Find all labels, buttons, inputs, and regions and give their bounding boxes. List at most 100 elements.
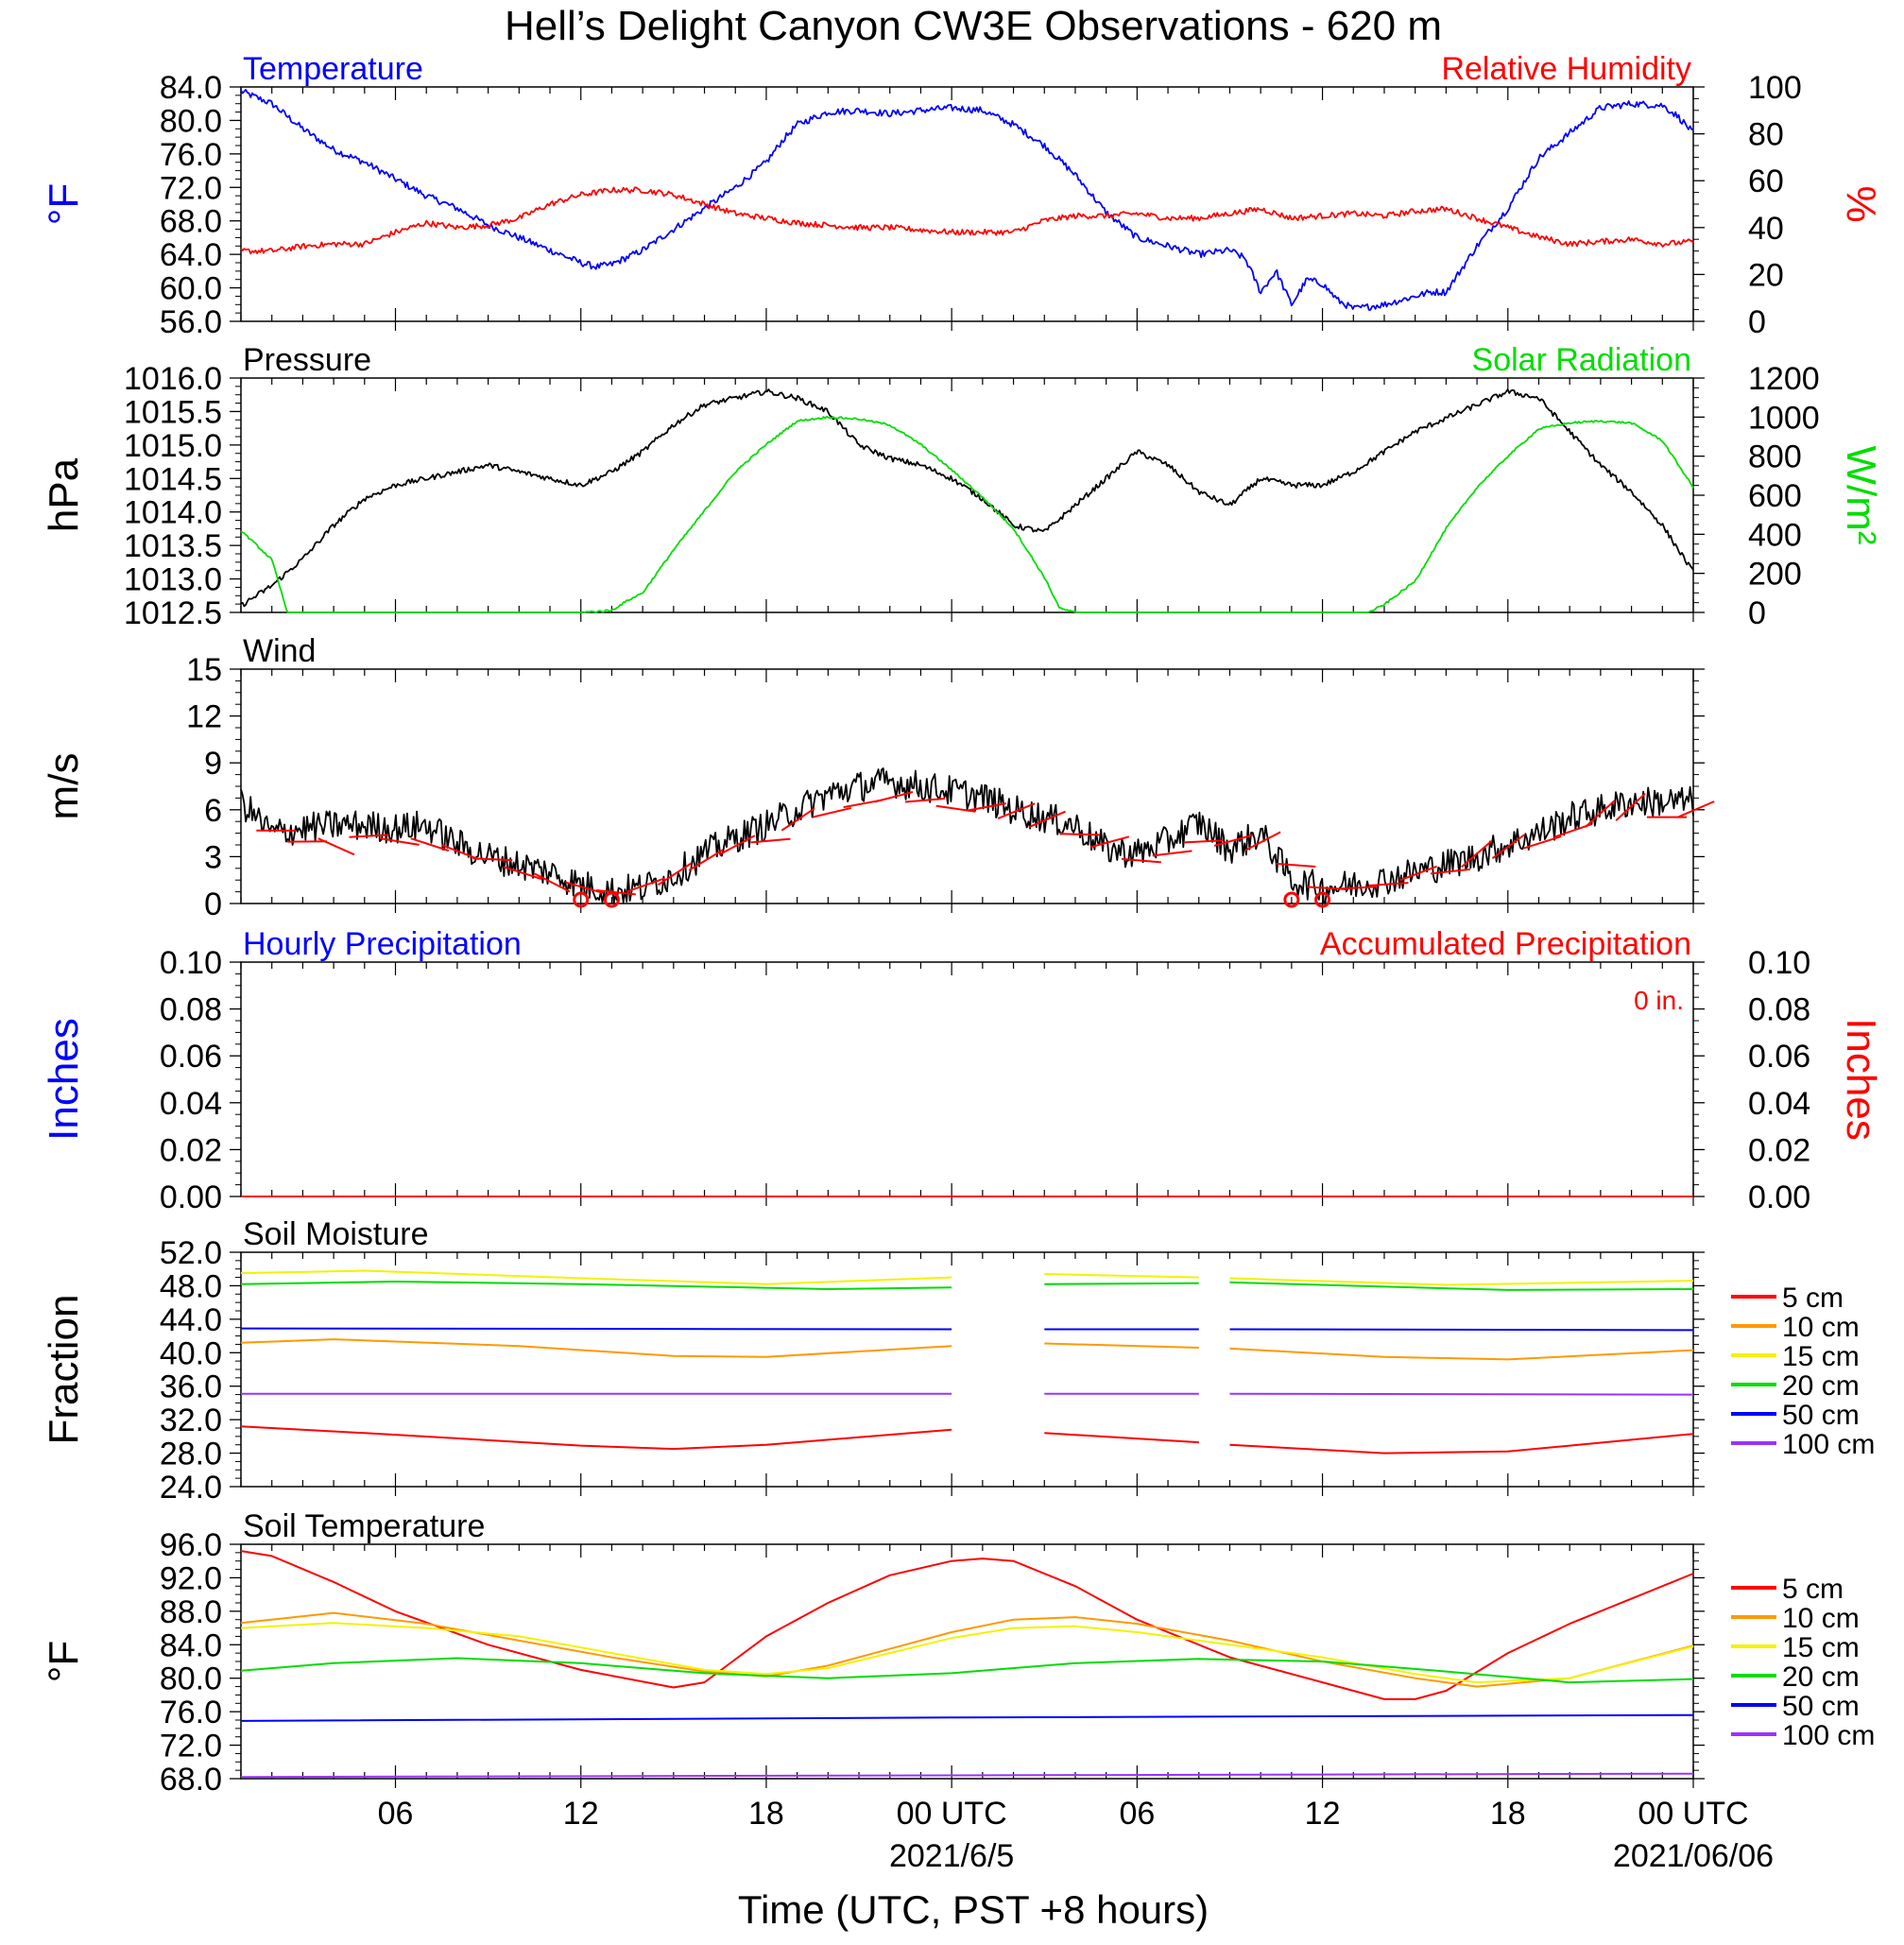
wind-barb <box>997 802 1036 819</box>
y-tick-label-left: 0 <box>204 886 222 922</box>
wind-barb <box>441 844 480 861</box>
y-tick-label-left: 1012.5 <box>124 595 222 631</box>
panel-title-right: Solar Radiation <box>1472 342 1691 378</box>
series-line-10-cm <box>240 1338 1694 1361</box>
wind-barb <box>905 798 946 803</box>
plot-frame <box>240 961 1694 1197</box>
y-tick-label-left: 44.0 <box>160 1302 222 1338</box>
y-tick-label-left: 0.10 <box>160 945 222 981</box>
panel-soil_temperature: 68.072.076.080.084.088.092.096.0 Soil Tem… <box>41 1508 1705 1798</box>
wind-barb <box>1090 835 1130 849</box>
wind-barb <box>1059 833 1100 836</box>
panel-title-left: Soil Temperature <box>243 1508 485 1544</box>
wind-barb <box>1028 810 1066 829</box>
wind-barb <box>967 802 1006 812</box>
wind-barb <box>1368 882 1409 887</box>
panel-temp_rh: 56.060.064.068.072.076.080.084.0 0 20 40 60 8… <box>41 51 1884 340</box>
wind-barb <box>657 862 693 886</box>
wind-barb <box>874 791 914 803</box>
y-tick-label-right: 1200 <box>1748 361 1820 397</box>
wind-barb <box>1244 831 1281 852</box>
series-line-solar-radiation <box>240 415 1694 613</box>
y-tick-label-left: 96.0 <box>160 1527 222 1563</box>
y-tick-label-right: 20 <box>1748 257 1784 293</box>
y-tick-label-right: 40 <box>1748 211 1784 247</box>
y-tick-label-left: 6 <box>204 793 222 829</box>
y-tick-label-left: 60.0 <box>160 271 222 307</box>
legend-entry: 15 cm <box>1782 1341 1860 1372</box>
y-tick-label-right: 80 <box>1748 117 1784 153</box>
accum-annotation: 0 in. <box>1634 986 1684 1015</box>
wind-barb <box>410 837 450 852</box>
y-tick-label-right: 800 <box>1748 439 1802 475</box>
y-tick-label-left: 0.04 <box>160 1086 222 1122</box>
x-date-label: 2021/6/5 <box>889 1838 1014 1874</box>
y-axis-label-right: W/m² <box>1838 445 1884 544</box>
series-line-20-cm <box>240 1657 1694 1684</box>
legend-entry: 20 cm <box>1782 1661 1860 1693</box>
y-axis-label-left: Fraction <box>41 1295 87 1445</box>
panel-title-left: Soil Moisture <box>243 1216 429 1252</box>
y-tick-label-left: 68.0 <box>160 1762 222 1798</box>
y-tick-label-left: 0.02 <box>160 1132 222 1168</box>
legend-entry: 10 cm <box>1782 1312 1860 1343</box>
y-tick-label-left: 88.0 <box>160 1594 222 1630</box>
panel-precip: 0.00 0.02 0.04 0.06 0.08 0.10 0.00 0.02 0.04 0.06… <box>41 926 1884 1215</box>
legend-entry: 5 cm <box>1782 1574 1844 1605</box>
wind-barb <box>534 872 571 893</box>
x-tick-label: 00 UTC <box>897 1796 1007 1832</box>
legend-entry: 5 cm <box>1782 1282 1844 1314</box>
y-tick-label-right: 0.06 <box>1748 1039 1810 1075</box>
wind-barb <box>780 807 815 832</box>
x-tick-label: 12 <box>563 1796 599 1832</box>
panel-soil_moisture: 24.028.032.036.040.044.048.052.0 Soil Moi… <box>41 1216 1705 1506</box>
y-tick-label-left: 0.06 <box>160 1039 222 1075</box>
panel-title-left: Wind <box>243 633 316 669</box>
y-tick-label-left: 80.0 <box>160 103 222 139</box>
legend-entry: 100 cm <box>1782 1720 1875 1751</box>
panel-wind: 0 3 6 9 12 15 Wind m/s <box>41 633 1715 922</box>
series-line-relative-humidity <box>240 186 1694 255</box>
y-tick-label-left: 15 <box>186 652 222 688</box>
y-tick-label-left: 1015.5 <box>124 394 222 430</box>
wind-barb <box>1491 834 1525 860</box>
y-tick-label-left: 9 <box>204 746 222 782</box>
y-tick-label-right: 0.08 <box>1748 992 1810 1028</box>
plot-frame <box>240 377 1694 613</box>
y-tick-label-left: 0.00 <box>160 1179 222 1215</box>
y-tick-label-left: 12 <box>186 699 222 735</box>
legend-entry: 50 cm <box>1782 1691 1860 1722</box>
series-line-100-cm <box>240 1772 1694 1779</box>
y-tick-label-right: 200 <box>1748 557 1802 593</box>
wind-barb <box>1522 835 1562 850</box>
wind-barb <box>1152 850 1192 857</box>
calm-wind-marker <box>1283 891 1300 908</box>
x-tick-label: 00 UTC <box>1638 1796 1748 1832</box>
wind-barb <box>750 837 791 844</box>
legend-entry: 10 cm <box>1782 1603 1860 1634</box>
y-tick-label-left: 0.08 <box>160 992 222 1028</box>
series-line-15-cm <box>240 1269 1694 1286</box>
panel-pressure_solar: 1012.51013.01013.51014.01014.51015.01015… <box>41 342 1884 631</box>
y-tick-label-left: 72.0 <box>160 1729 222 1764</box>
y-tick-label-left: 28.0 <box>160 1437 222 1472</box>
plot-frame <box>240 668 1694 904</box>
y-axis-label-left: °F <box>41 1641 87 1682</box>
y-axis-label-left: m/s <box>41 753 87 820</box>
y-tick-label-left: 36.0 <box>160 1369 222 1405</box>
legend-entry: 20 cm <box>1782 1370 1860 1402</box>
y-tick-label-left: 76.0 <box>160 1695 222 1730</box>
x-tick-label: 18 <box>1490 1796 1526 1832</box>
wind-barb <box>1430 868 1470 875</box>
y-axis-label-right: % <box>1838 185 1884 222</box>
y-tick-label-right: 600 <box>1748 478 1802 514</box>
y-tick-label-left: 92.0 <box>160 1560 222 1596</box>
series-line-10-cm <box>240 1611 1694 1688</box>
wind-barb <box>688 849 724 871</box>
wind-barb <box>565 881 605 895</box>
x-tick-label: 06 <box>1119 1796 1155 1832</box>
y-tick-label-right: 0.02 <box>1748 1132 1810 1168</box>
